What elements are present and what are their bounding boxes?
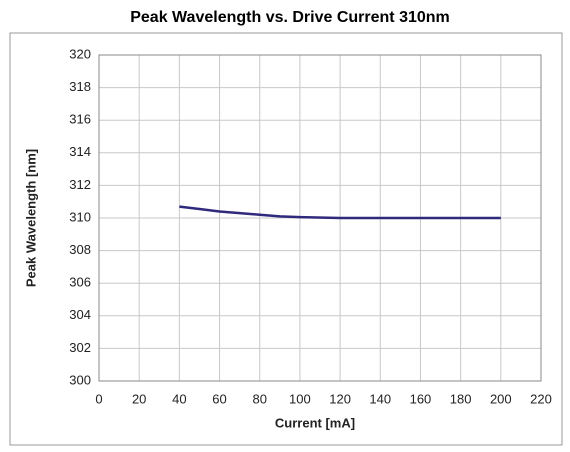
x-tick-label: 220 [530,391,552,406]
y-tick-label: 306 [69,275,91,290]
x-tick-label: 140 [369,391,391,406]
y-tick-label: 312 [69,177,91,192]
y-tick-label: 310 [69,209,91,224]
x-tick-label: 160 [410,391,432,406]
y-tick-label: 314 [69,144,91,159]
x-tick-label: 40 [172,391,186,406]
chart-frame [9,32,563,446]
y-tick-label: 302 [69,340,91,355]
y-axis-label: Peak Wavelength [nm] [23,149,38,287]
chart-title: Peak Wavelength vs. Drive Current 310nm [130,9,450,26]
y-tick-label: 304 [69,307,91,322]
y-tick-label: 318 [69,79,91,94]
x-tick-label: 180 [450,391,472,406]
y-tick-label: 300 [69,372,91,387]
plot-area [98,54,542,382]
x-tick-label: 60 [212,391,226,406]
x-tick-label: 100 [289,391,311,406]
x-tick-label: 200 [490,391,512,406]
y-tick-label: 316 [69,112,91,127]
y-tick-label: 320 [69,46,91,61]
data-line [179,205,501,220]
x-tick-label: 120 [329,391,351,406]
x-tick-label: 80 [252,391,266,406]
y-tick-label: 308 [69,242,91,257]
x-tick-label: 20 [132,391,146,406]
x-axis-label: Current [mA] [275,415,355,430]
x-tick-label: 0 [95,391,102,406]
